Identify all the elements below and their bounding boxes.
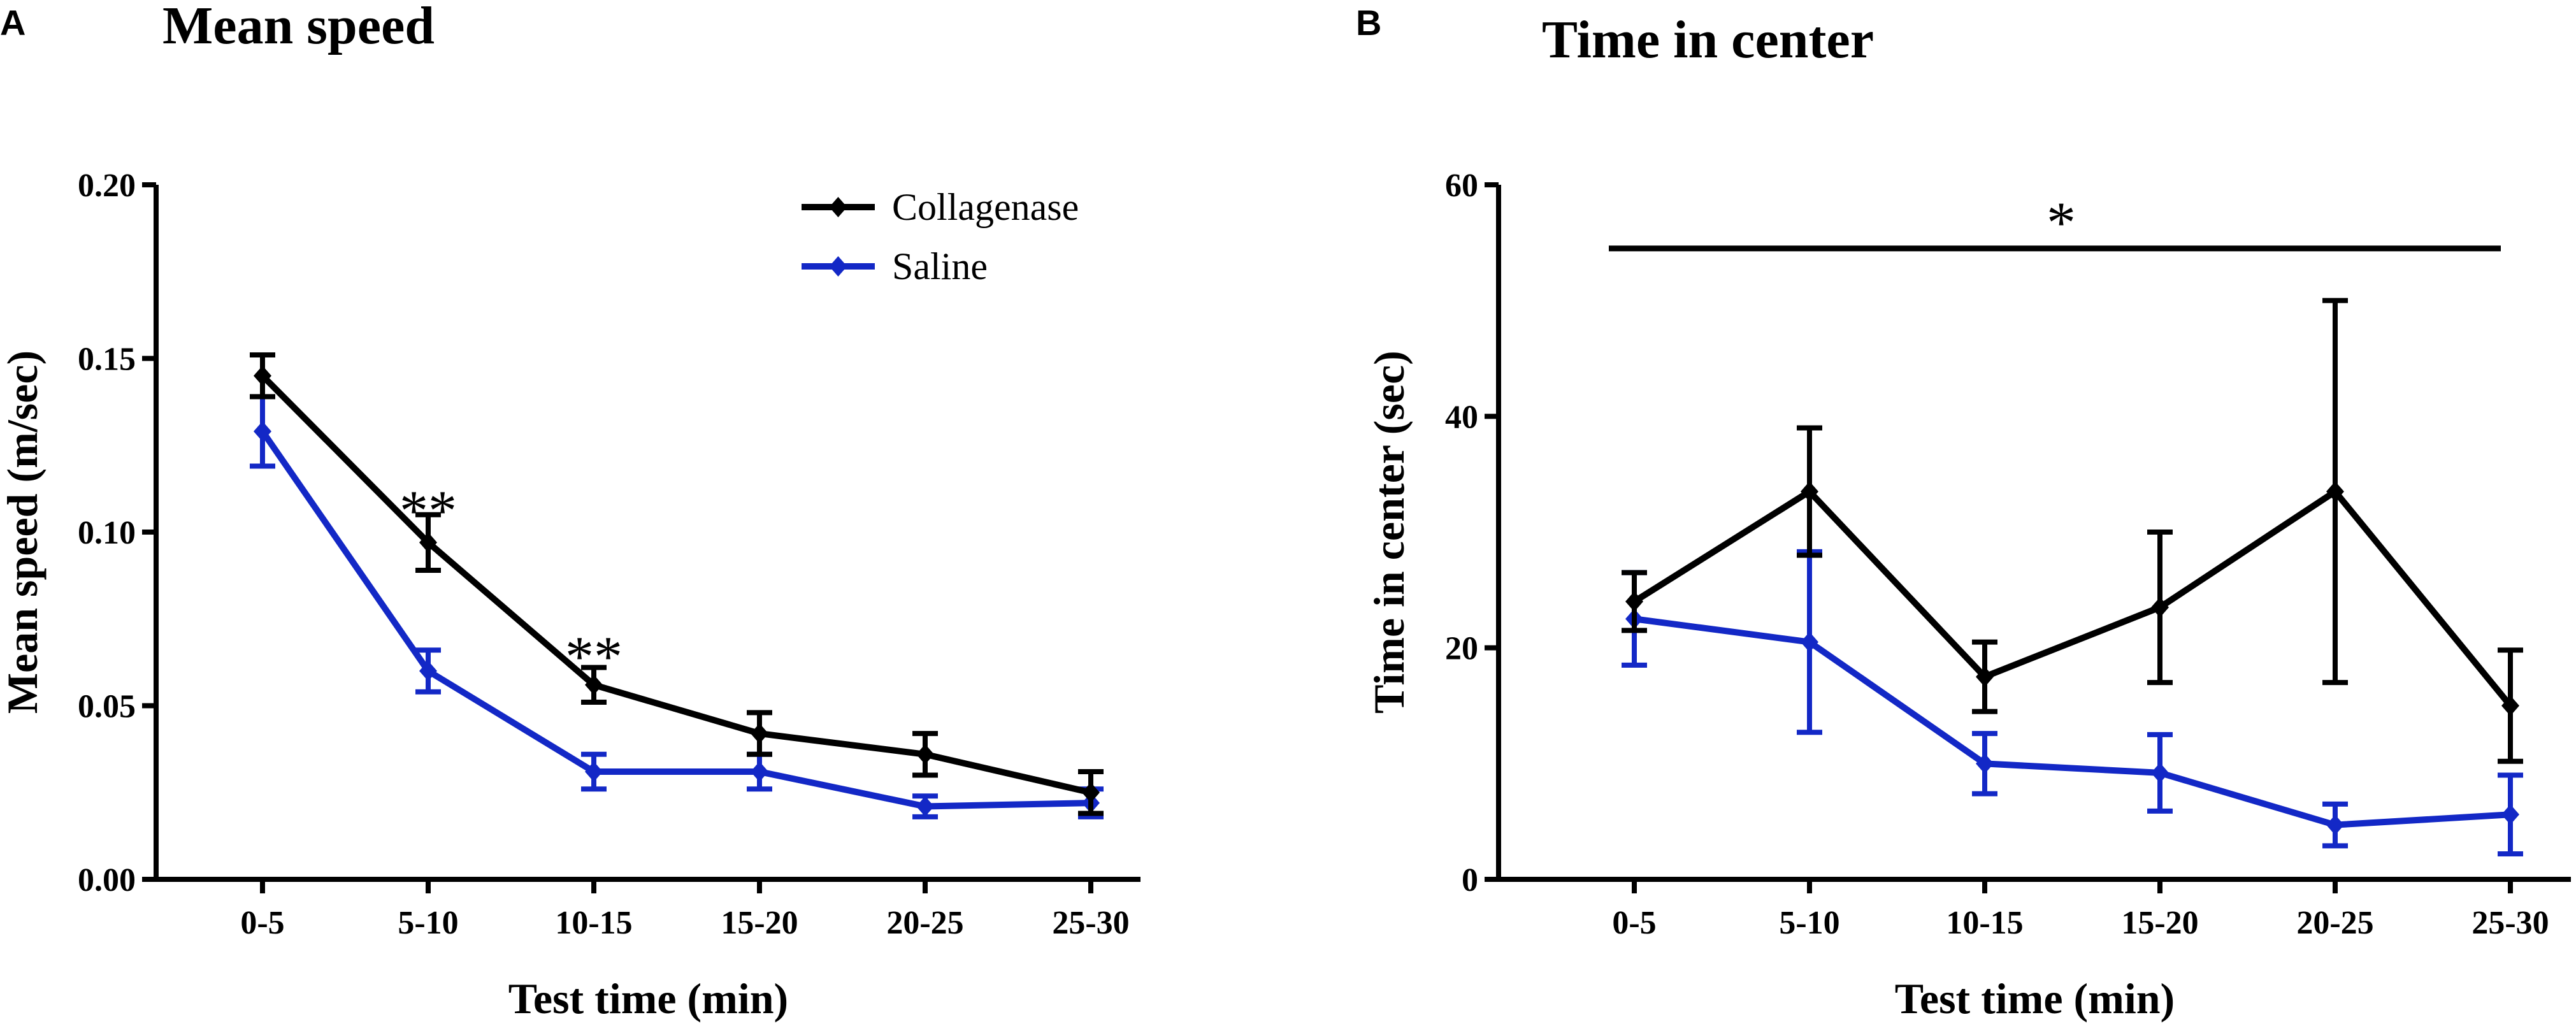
significance-marker: ** [399,479,457,542]
data-point [1082,782,1100,803]
data-point [419,532,437,553]
series-line [259,429,1091,810]
data-point [585,674,603,695]
chart-title: Mean speed [162,0,435,55]
x-tick-label: 20-25 [2296,905,2373,941]
series-saline [1622,549,2523,857]
legend: Collagenase Saline [802,186,1079,287]
x-tick-label: 5-10 [1779,905,1839,941]
panel-letter: A [0,3,25,43]
data-point [2326,814,2344,835]
x-tick-label: 5-10 [398,905,458,941]
data-point [585,761,603,782]
data-point [751,761,768,782]
significance-marker: ** [565,625,622,688]
series-collagenase [250,352,1104,816]
data-point [254,421,271,442]
data-point [751,723,768,744]
series-line [1634,616,2511,828]
data-point [1801,631,1818,652]
chart-title: Time in center [1542,10,1874,69]
y-tick-label: 60 [1445,168,1478,204]
data-point [254,365,271,386]
series-saline [250,394,1104,819]
legend-swatch-marker [829,197,847,217]
x-tick-label: 20-25 [886,905,963,941]
x-tick-label: 25-30 [2472,905,2549,941]
data-point [2151,762,2169,783]
x-tick-label: 0-5 [240,905,284,941]
x-tick-label: 15-20 [721,905,798,941]
y-tick-label: 40 [1445,399,1478,435]
series-collagenase [1622,298,2523,764]
x-axis-label: Test time (min) [1895,974,2175,1023]
y-tick-label: 0.00 [78,862,136,898]
x-tick-label: 25-30 [1052,905,1129,941]
y-tick-label: 0.20 [78,168,136,204]
data-point [2326,481,2344,502]
panel-letter: B [1356,3,1381,43]
y-tick-label: 0.05 [78,689,136,725]
y-axis-label: Mean speed (m/sec) [0,350,47,714]
y-tick-label: 0.15 [78,342,136,378]
panel-b: B Time in center 0 20 40 60 0-5 5-10 10-15 15-20 2… [1356,3,2571,1023]
y-tick-label: 0 [1462,862,1478,898]
data-point [419,661,437,681]
significance-star: * [2047,190,2076,255]
y-axis-label: Time in center (sec) [1365,350,1413,714]
data-point [1625,591,1643,612]
data-point [916,796,934,817]
data-point [2501,695,2519,716]
data-point [2151,597,2169,618]
x-tick-label: 10-15 [1946,905,2023,941]
data-point [1976,753,1994,774]
legend-label: Saline [892,245,988,287]
x-tick-label: 15-20 [2121,905,2198,941]
series-line [260,373,1092,796]
panel-a: A Mean speed 0.00 0.05 0.10 0.15 0.20 0-5 5-10 10… [0,0,1140,1023]
x-axis-label: Test time (min) [508,974,788,1023]
legend-swatch-marker [829,256,847,277]
series-line [1632,488,2513,708]
x-tick-label: 10-15 [555,905,632,941]
data-point [1801,481,1818,502]
y-tick-label: 0.10 [78,515,136,551]
x-tick-label: 0-5 [1612,905,1656,941]
data-point [1976,667,1994,688]
data-point [916,744,934,765]
legend-label: Collagenase [892,186,1079,228]
data-point [2501,804,2519,825]
y-tick-label: 20 [1445,631,1478,667]
